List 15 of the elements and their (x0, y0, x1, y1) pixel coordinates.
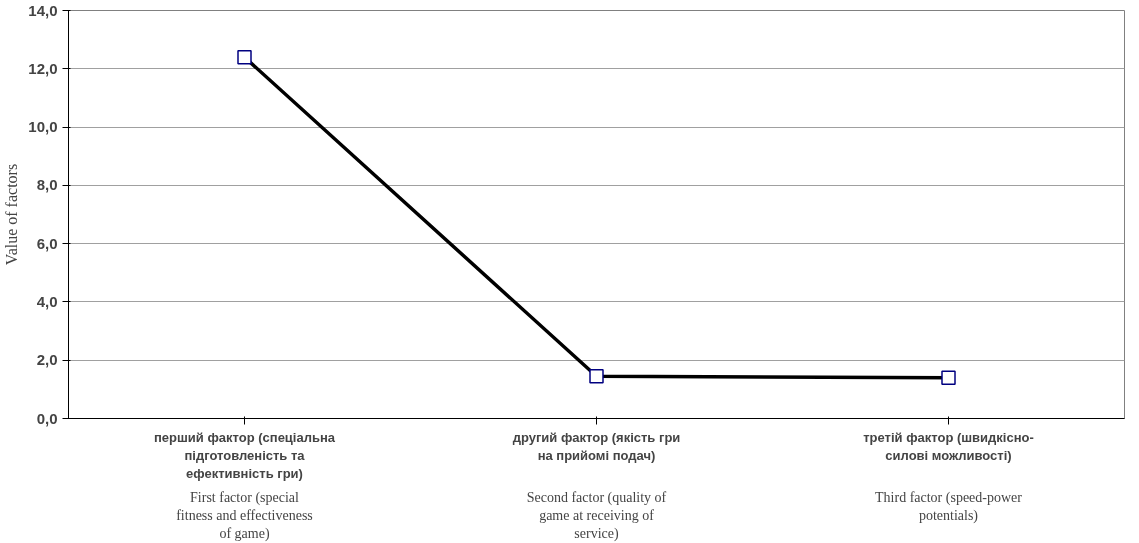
y-tick-label: 10,0 (28, 118, 58, 136)
x-tick-label: третій фактор (швидкісно-силові можливості) (863, 429, 1034, 463)
y-tick-label: 8,0 (36, 176, 58, 194)
y-tick-label: 6,0 (36, 234, 58, 252)
text: Third factor (speed-power potentials) (875, 489, 1023, 524)
y-tick-label: 12,0 (28, 59, 58, 77)
text: Second factor (quality of game at receiving of service) (526, 489, 667, 542)
y-tick-label: 14,0 (28, 1, 58, 19)
x-tick-label: другий фактор (якість гри на прийомі подач) (512, 429, 681, 463)
y-tick-label: 2,0 (36, 351, 58, 369)
y-axis-title: Value of factors (3, 163, 21, 266)
text: First factor (special fitness and effectiveness of game) (176, 489, 313, 542)
x-tick-label: перший фактор (спеціальна підготовленість та ефективність гри) (153, 429, 336, 481)
y-tick-label: 4,0 (36, 292, 58, 310)
y-tick-label: 0,0 (36, 409, 58, 427)
